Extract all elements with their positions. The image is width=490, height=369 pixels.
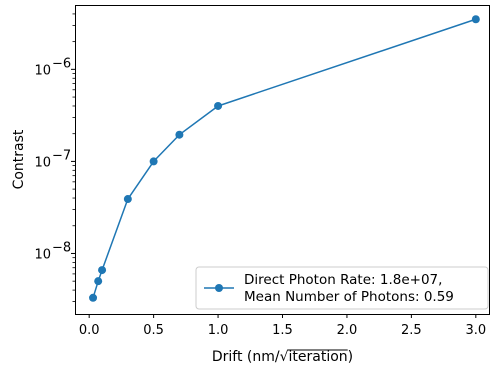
data-point (214, 101, 223, 110)
legend: Direct Photon Rate: 1.8e+07, Mean Number… (195, 266, 489, 310)
x-axis-label-radicand: iteration (289, 349, 348, 365)
y-tick-label: 10 (34, 63, 51, 78)
x-tick-label: 0.5 (143, 323, 164, 338)
data-point (175, 130, 184, 139)
y-tick-exponent: −8 (52, 240, 71, 255)
series-line (92, 18, 477, 299)
x-axis-label-radical: √ (280, 349, 289, 365)
data-point (98, 266, 107, 275)
x-axis-label: Drift (nm/√iteration) (212, 349, 353, 365)
data-point (471, 15, 480, 24)
data-point (89, 293, 98, 302)
y-axis-ticks: 10−810−710−6 (34, 13, 75, 302)
x-axis-label-suffix: ) (348, 349, 353, 365)
y-tick-label: 10 (34, 155, 51, 170)
y-tick-exponent: −6 (52, 56, 71, 71)
x-axis-ticks: 0.0 0.5 1.0 1.5 2.0 2.5 3.0 (79, 314, 486, 338)
legend-point-marker (215, 284, 223, 292)
y-axis-label: Contrast (11, 129, 27, 189)
data-point (149, 157, 158, 166)
legend-label-line-1: Direct Photon Rate: 1.8e+07, (244, 272, 442, 288)
x-tick-label: 1.0 (208, 323, 229, 338)
x-tick-label: 3.0 (465, 323, 486, 338)
legend-label-line-2: Mean Number of Photons: 0.59 (244, 289, 454, 305)
x-tick-label: 1.5 (272, 323, 293, 338)
data-point (123, 195, 132, 204)
legend-box (195, 266, 489, 310)
y-tick-label: 10 (34, 247, 51, 262)
x-tick-label: 2.5 (401, 323, 422, 338)
data-point (94, 277, 103, 286)
y-tick-exponent: −7 (52, 148, 71, 163)
x-tick-label: 2.0 (337, 323, 358, 338)
x-tick-label: 0.0 (79, 323, 100, 338)
x-axis-label-prefix: Drift (nm/ (212, 349, 280, 365)
plot-area (89, 15, 480, 302)
